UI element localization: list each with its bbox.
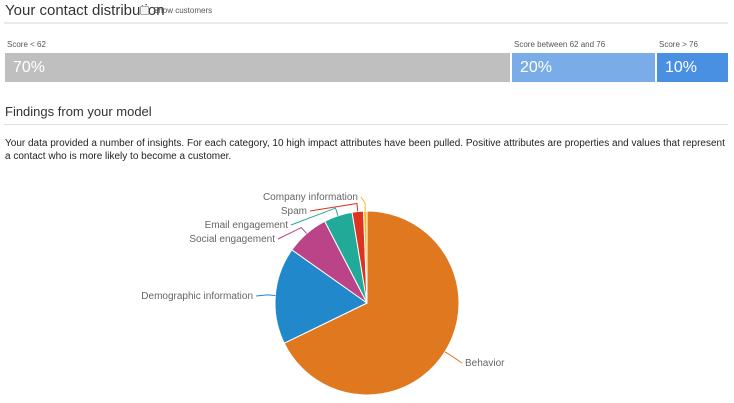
pie-slice-demographic-information[interactable] [274, 249, 368, 344]
checkbox-icon[interactable] [140, 6, 149, 15]
score-mid-label: Score between 62 and 76 [514, 40, 606, 49]
score-high-label: Score > 76 [659, 40, 698, 49]
pie-connector [255, 294, 276, 297]
findings-description: Your data provided a number of insights.… [5, 138, 725, 162]
pie-label: Demographic information [141, 291, 253, 302]
pie-label: Social engagement [189, 234, 275, 245]
score-low-label: Score < 62 [7, 40, 46, 49]
pie-label: Spam [281, 206, 307, 217]
pie-connector [290, 207, 339, 226]
pie-connector [444, 351, 463, 364]
show-customers-checkbox[interactable]: Show customers [140, 6, 212, 15]
pie-connector [360, 196, 366, 212]
score-high-bar: 10% [657, 53, 728, 82]
pie-label: Behavior [465, 358, 505, 369]
score-low-bar: 70% [5, 53, 510, 82]
divider [4, 22, 728, 24]
page-title: Your contact distribution [5, 2, 165, 19]
show-customers-label: Show customers [153, 6, 213, 15]
divider [4, 124, 728, 125]
pie-label: Company information [263, 192, 358, 203]
findings-title: Findings from your model [5, 104, 152, 119]
pie-label: Email engagement [205, 220, 289, 231]
pie-connector [277, 226, 307, 240]
score-mid-bar: 20% [512, 53, 655, 82]
pie-connector [309, 202, 359, 212]
